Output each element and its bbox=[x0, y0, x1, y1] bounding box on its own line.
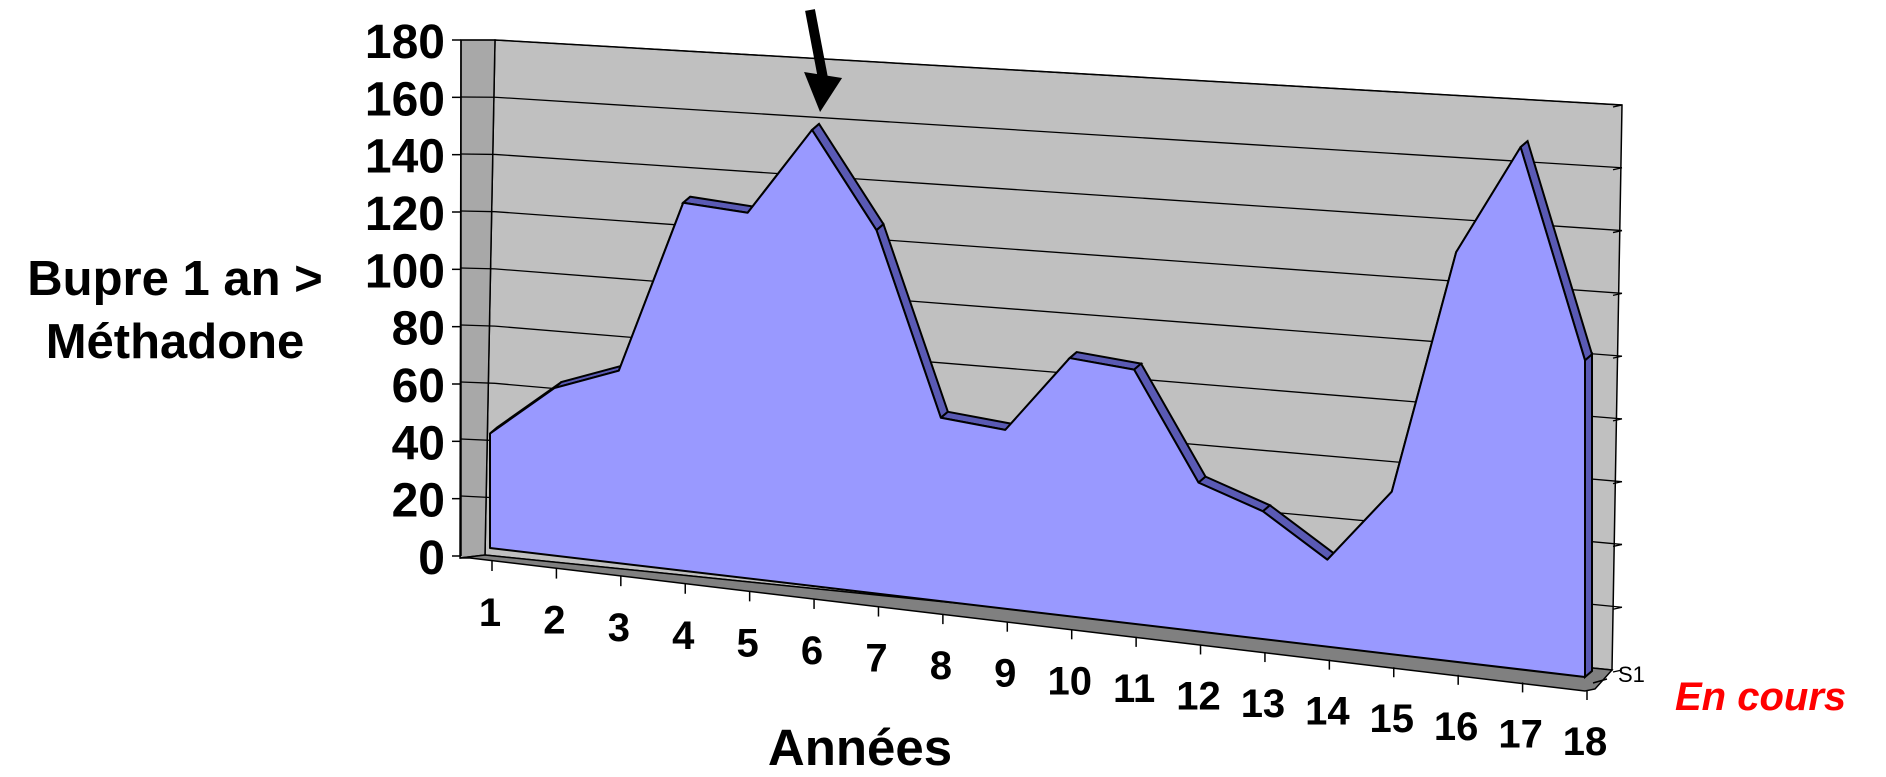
side-gridline bbox=[461, 268, 495, 269]
y-tick-label: 100 bbox=[365, 245, 445, 298]
y-axis-label: Bupre 1 an > Méthadone bbox=[0, 248, 350, 374]
y-tick-label: 180 bbox=[365, 16, 445, 69]
x-tick-label: 14 bbox=[1305, 690, 1350, 734]
right-tick bbox=[1613, 607, 1622, 609]
x-tick-label: 12 bbox=[1176, 674, 1221, 718]
series-depth-label: S1 bbox=[1618, 662, 1645, 688]
side-gridline bbox=[461, 211, 495, 212]
x-tick-label: 1 bbox=[479, 591, 501, 635]
y-tick-label: 20 bbox=[392, 475, 445, 528]
y-tick-label: 140 bbox=[365, 131, 445, 184]
status-label: En cours bbox=[1675, 675, 1846, 720]
x-tick-label: 7 bbox=[865, 637, 887, 681]
y-axis-label-line-2: Méthadone bbox=[0, 311, 350, 374]
x-tick-label: 8 bbox=[930, 644, 952, 688]
x-tick-label: 5 bbox=[737, 621, 759, 665]
x-tick-label: 3 bbox=[608, 606, 630, 650]
y-tick-label: 160 bbox=[365, 73, 445, 126]
x-tick-label: 2 bbox=[543, 599, 565, 643]
x-tick-label: 13 bbox=[1241, 682, 1286, 726]
x-tick-label: 15 bbox=[1370, 697, 1415, 741]
y-tick-label: 80 bbox=[392, 303, 445, 356]
y-tick-label: 0 bbox=[418, 532, 445, 585]
x-tick-label: 4 bbox=[672, 614, 695, 658]
x-axis-label: Années bbox=[740, 718, 980, 777]
x-tick-label: 16 bbox=[1434, 705, 1479, 749]
x-tick-label: 11 bbox=[1113, 667, 1155, 711]
y-tick-label: 60 bbox=[392, 360, 445, 413]
x-tick-label: 9 bbox=[994, 652, 1016, 696]
x-tick-label: 6 bbox=[801, 629, 823, 673]
y-axis-label-line-1: Bupre 1 an > bbox=[0, 248, 350, 311]
area-side-face bbox=[1585, 354, 1592, 677]
x-tick-label: 17 bbox=[1498, 712, 1543, 756]
y-tick-label: 40 bbox=[392, 417, 445, 470]
x-tick-label: 18 bbox=[1563, 720, 1608, 764]
x-tick-label: 10 bbox=[1047, 659, 1092, 703]
y-tick-label: 120 bbox=[365, 188, 445, 241]
